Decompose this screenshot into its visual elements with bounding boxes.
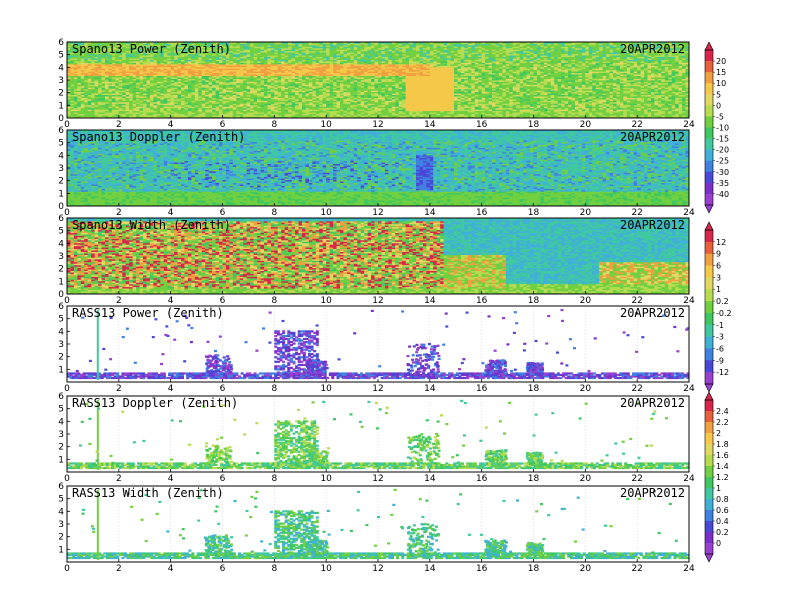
panel-1: Spano13 Power (Zenith) 20APR20120 2 4 6 8 10 12… <box>58 38 695 130</box>
